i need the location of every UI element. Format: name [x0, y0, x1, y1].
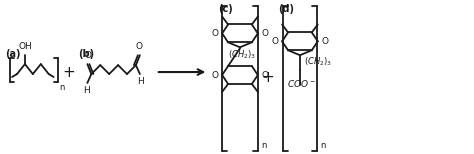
Text: (a): (a) [5, 49, 20, 59]
Text: O: O [136, 42, 142, 51]
Text: O: O [262, 29, 269, 38]
Text: +: + [62, 65, 75, 80]
Text: O: O [262, 71, 269, 79]
Text: n: n [261, 141, 266, 150]
Text: n: n [320, 141, 326, 150]
Text: (d): (d) [278, 4, 293, 14]
Text: $COO^-$: $COO^-$ [287, 78, 317, 89]
Text: H: H [137, 77, 144, 86]
Text: O: O [211, 71, 218, 79]
Text: $(CH_2)_3$: $(CH_2)_3$ [228, 49, 256, 61]
Text: $(CH_2)_3$: $(CH_2)_3$ [304, 56, 332, 68]
Text: O: O [211, 29, 218, 38]
Text: n: n [60, 83, 65, 92]
Text: O: O [322, 37, 329, 46]
Text: O: O [271, 37, 278, 46]
Text: O: O [85, 51, 92, 60]
Text: OH: OH [18, 42, 32, 51]
Text: (c): (c) [218, 4, 233, 14]
Text: +: + [261, 69, 274, 85]
Text: (b): (b) [78, 49, 95, 59]
Text: H: H [83, 86, 90, 95]
